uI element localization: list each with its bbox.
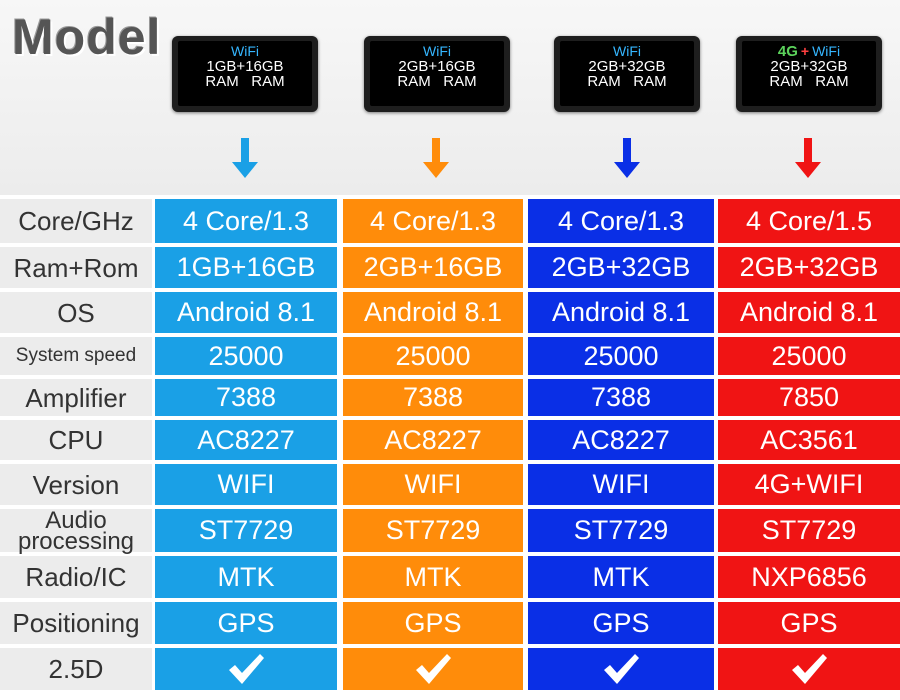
value-cell: GPS bbox=[155, 602, 337, 644]
value-cell: 7388 bbox=[155, 379, 337, 416]
value-cell: Android 8.1 bbox=[155, 292, 337, 333]
wifi-label: WiFi bbox=[423, 43, 451, 59]
memory-type: RAM RAM bbox=[205, 73, 285, 90]
value-cell: AC8227 bbox=[528, 420, 714, 460]
check-icon bbox=[416, 654, 451, 684]
value-cell: WIFI bbox=[343, 464, 523, 505]
value-cell: WIFI bbox=[155, 464, 337, 505]
connectivity-label: 4G + WiFi bbox=[742, 43, 876, 60]
value-cell: 4 Core/1.3 bbox=[343, 199, 523, 243]
arrow-down-icon bbox=[232, 138, 258, 178]
value-cell: 4 Core/1.3 bbox=[528, 199, 714, 243]
plus-label: + bbox=[800, 43, 810, 59]
value-cell: 2GB+16GB bbox=[343, 247, 523, 288]
value-cell: 25000 bbox=[155, 337, 337, 375]
device-image-1: WiFi 1GB+16GB RAM RAM bbox=[172, 36, 318, 112]
row-label-audio-processing: Audio processing bbox=[0, 508, 152, 553]
value-cell: GPS bbox=[343, 602, 523, 644]
lte-label: 4G bbox=[777, 43, 798, 60]
value-cell: MTK bbox=[155, 556, 337, 598]
value-cell: 2GB+32GB bbox=[718, 247, 900, 288]
device-screen: WiFi 2GB+32GB RAM RAM bbox=[560, 41, 694, 106]
value-cell: AC8227 bbox=[343, 420, 523, 460]
arrow-down-icon bbox=[795, 138, 821, 178]
value-cell: 7850 bbox=[718, 379, 900, 416]
row-label-os: OS bbox=[0, 292, 152, 333]
memory-type: RAM RAM bbox=[587, 73, 667, 90]
value-cell: MTK bbox=[528, 556, 714, 598]
memory-spec: 2GB+32GB bbox=[588, 58, 666, 75]
value-cell: AC8227 bbox=[155, 420, 337, 460]
value-cell: AC3561 bbox=[718, 420, 900, 460]
value-cell: Android 8.1 bbox=[718, 292, 900, 333]
value-cell: 7388 bbox=[343, 379, 523, 416]
value-cell: 25000 bbox=[528, 337, 714, 375]
value-cell: GPS bbox=[528, 602, 714, 644]
value-cell: ST7729 bbox=[155, 509, 337, 552]
row-label-version: Version bbox=[0, 464, 152, 505]
value-cell: ST7729 bbox=[528, 509, 714, 552]
memory-spec: 2GB+32GB bbox=[770, 58, 848, 75]
value-cell: 7388 bbox=[528, 379, 714, 416]
value-cell: Android 8.1 bbox=[343, 292, 523, 333]
memory-type: RAM RAM bbox=[397, 73, 477, 90]
device-screen: 4G + WiFi 2GB+32GB RAM RAM bbox=[742, 41, 876, 106]
device-image-4: 4G + WiFi 2GB+32GB RAM RAM bbox=[736, 36, 882, 112]
row-label-cpu: CPU bbox=[0, 420, 152, 460]
arrow-down-icon bbox=[423, 138, 449, 178]
value-cell: 25000 bbox=[343, 337, 523, 375]
arrow-down-icon bbox=[614, 138, 640, 178]
row-label-radio-ic: Radio/IC bbox=[0, 556, 152, 598]
wifi-label: WiFi bbox=[812, 43, 841, 59]
row-label-core-ghz: Core/GHz bbox=[0, 199, 152, 243]
device-screen: WiFi 2GB+16GB RAM RAM bbox=[370, 41, 504, 106]
value-cell: MTK bbox=[343, 556, 523, 598]
memory-spec: 2GB+16GB bbox=[398, 58, 476, 75]
row-label-system-speed: System speed bbox=[0, 337, 152, 375]
connectivity-label: WiFi bbox=[178, 44, 312, 59]
value-cell: NXP6856 bbox=[718, 556, 900, 598]
device-screen: WiFi 1GB+16GB RAM RAM bbox=[178, 41, 312, 106]
value-cell: GPS bbox=[718, 602, 900, 644]
wifi-label: WiFi bbox=[613, 43, 641, 59]
check-icon bbox=[604, 654, 639, 684]
row-label-ram-rom: Ram+Rom bbox=[0, 247, 152, 288]
row-label-positioning: Positioning bbox=[0, 602, 152, 644]
check-cell bbox=[528, 648, 714, 690]
value-cell: Android 8.1 bbox=[528, 292, 714, 333]
row-label-amplifier: Amplifier bbox=[0, 379, 152, 416]
value-cell: 4 Core/1.5 bbox=[718, 199, 900, 243]
check-cell bbox=[343, 648, 523, 690]
value-cell: ST7729 bbox=[343, 509, 523, 552]
value-cell: 1GB+16GB bbox=[155, 247, 337, 288]
memory-spec: 1GB+16GB bbox=[206, 58, 284, 75]
check-cell bbox=[718, 648, 900, 690]
value-cell: 4 Core/1.3 bbox=[155, 199, 337, 243]
page-title: Model bbox=[12, 9, 162, 65]
device-image-3: WiFi 2GB+32GB RAM RAM bbox=[554, 36, 700, 112]
value-cell: ST7729 bbox=[718, 509, 900, 552]
memory-type: RAM RAM bbox=[769, 73, 849, 90]
row-label-2-5d: 2.5D bbox=[0, 648, 152, 690]
check-icon bbox=[229, 654, 264, 684]
device-image-2: WiFi 2GB+16GB RAM RAM bbox=[364, 36, 510, 112]
value-cell: 2GB+32GB bbox=[528, 247, 714, 288]
check-icon bbox=[792, 654, 827, 684]
check-cell bbox=[155, 648, 337, 690]
value-cell: 25000 bbox=[718, 337, 900, 375]
value-cell: 4G+WIFI bbox=[718, 464, 900, 505]
value-cell: WIFI bbox=[528, 464, 714, 505]
wifi-label: WiFi bbox=[231, 43, 259, 59]
connectivity-label: WiFi bbox=[560, 44, 694, 59]
connectivity-label: WiFi bbox=[370, 44, 504, 59]
